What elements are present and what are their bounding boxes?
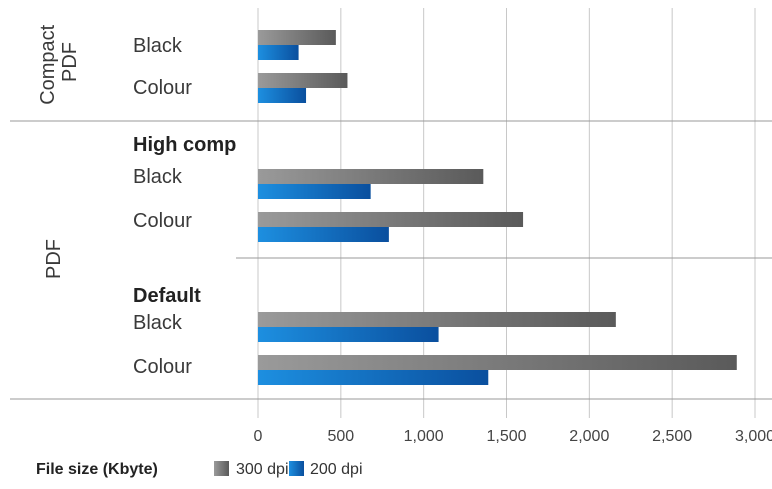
x-tick-label: 3,000 — [735, 428, 772, 445]
subgroup-label-high-comp: High comp — [133, 134, 236, 156]
group-label-compact-pdf-line-1: Compact — [37, 24, 59, 104]
bar-200dpi-4 — [258, 327, 439, 342]
bar-300dpi-3 — [258, 212, 524, 227]
category-label-highcomp-colour: Colour — [133, 210, 192, 232]
legend-label-200dpi: 200 dpi — [310, 461, 363, 478]
legend-swatch-200dpi — [289, 461, 304, 476]
bar-200dpi-3 — [258, 227, 389, 242]
x-tick-label: 500 — [327, 428, 354, 445]
category-label-compact-black: Black — [133, 35, 183, 57]
bar-300dpi-5 — [258, 355, 737, 370]
bar-200dpi-2 — [258, 184, 371, 199]
x-axis-title: File size (Kbyte) — [36, 461, 158, 478]
group-label-compact-pdf: Compact PDF — [37, 19, 81, 105]
x-tick-label: 1,500 — [486, 428, 526, 445]
bar-200dpi-1 — [258, 88, 307, 103]
legend-label-300dpi: 300 dpi — [236, 461, 289, 478]
bar-300dpi-0 — [258, 30, 336, 45]
category-label-default-colour: Colour — [133, 356, 192, 378]
category-label-default-black: Black — [133, 312, 183, 334]
bar-300dpi-1 — [258, 73, 348, 88]
bars — [258, 30, 737, 385]
x-tick-label: 1,000 — [404, 428, 444, 445]
group-label-compact-pdf-line-2: PDF — [59, 42, 81, 82]
legend: 300 dpi 200 dpi — [214, 461, 363, 478]
x-tick-label: 0 — [254, 428, 263, 445]
legend-swatch-300dpi — [214, 461, 229, 476]
category-label-compact-colour: Colour — [133, 77, 192, 99]
group-label-pdf: PDF — [43, 239, 65, 279]
bar-300dpi-2 — [258, 169, 484, 184]
x-tick-label: 2,500 — [652, 428, 692, 445]
bar-200dpi-5 — [258, 370, 489, 385]
bar-200dpi-0 — [258, 45, 299, 60]
subgroup-label-default: Default — [133, 285, 201, 307]
bar-300dpi-4 — [258, 312, 616, 327]
x-tick-label: 2,000 — [569, 428, 609, 445]
x-tick-labels: 0 500 1,000 1,500 2,000 2,500 3,000 — [254, 428, 772, 445]
category-label-highcomp-black: Black — [133, 166, 183, 188]
